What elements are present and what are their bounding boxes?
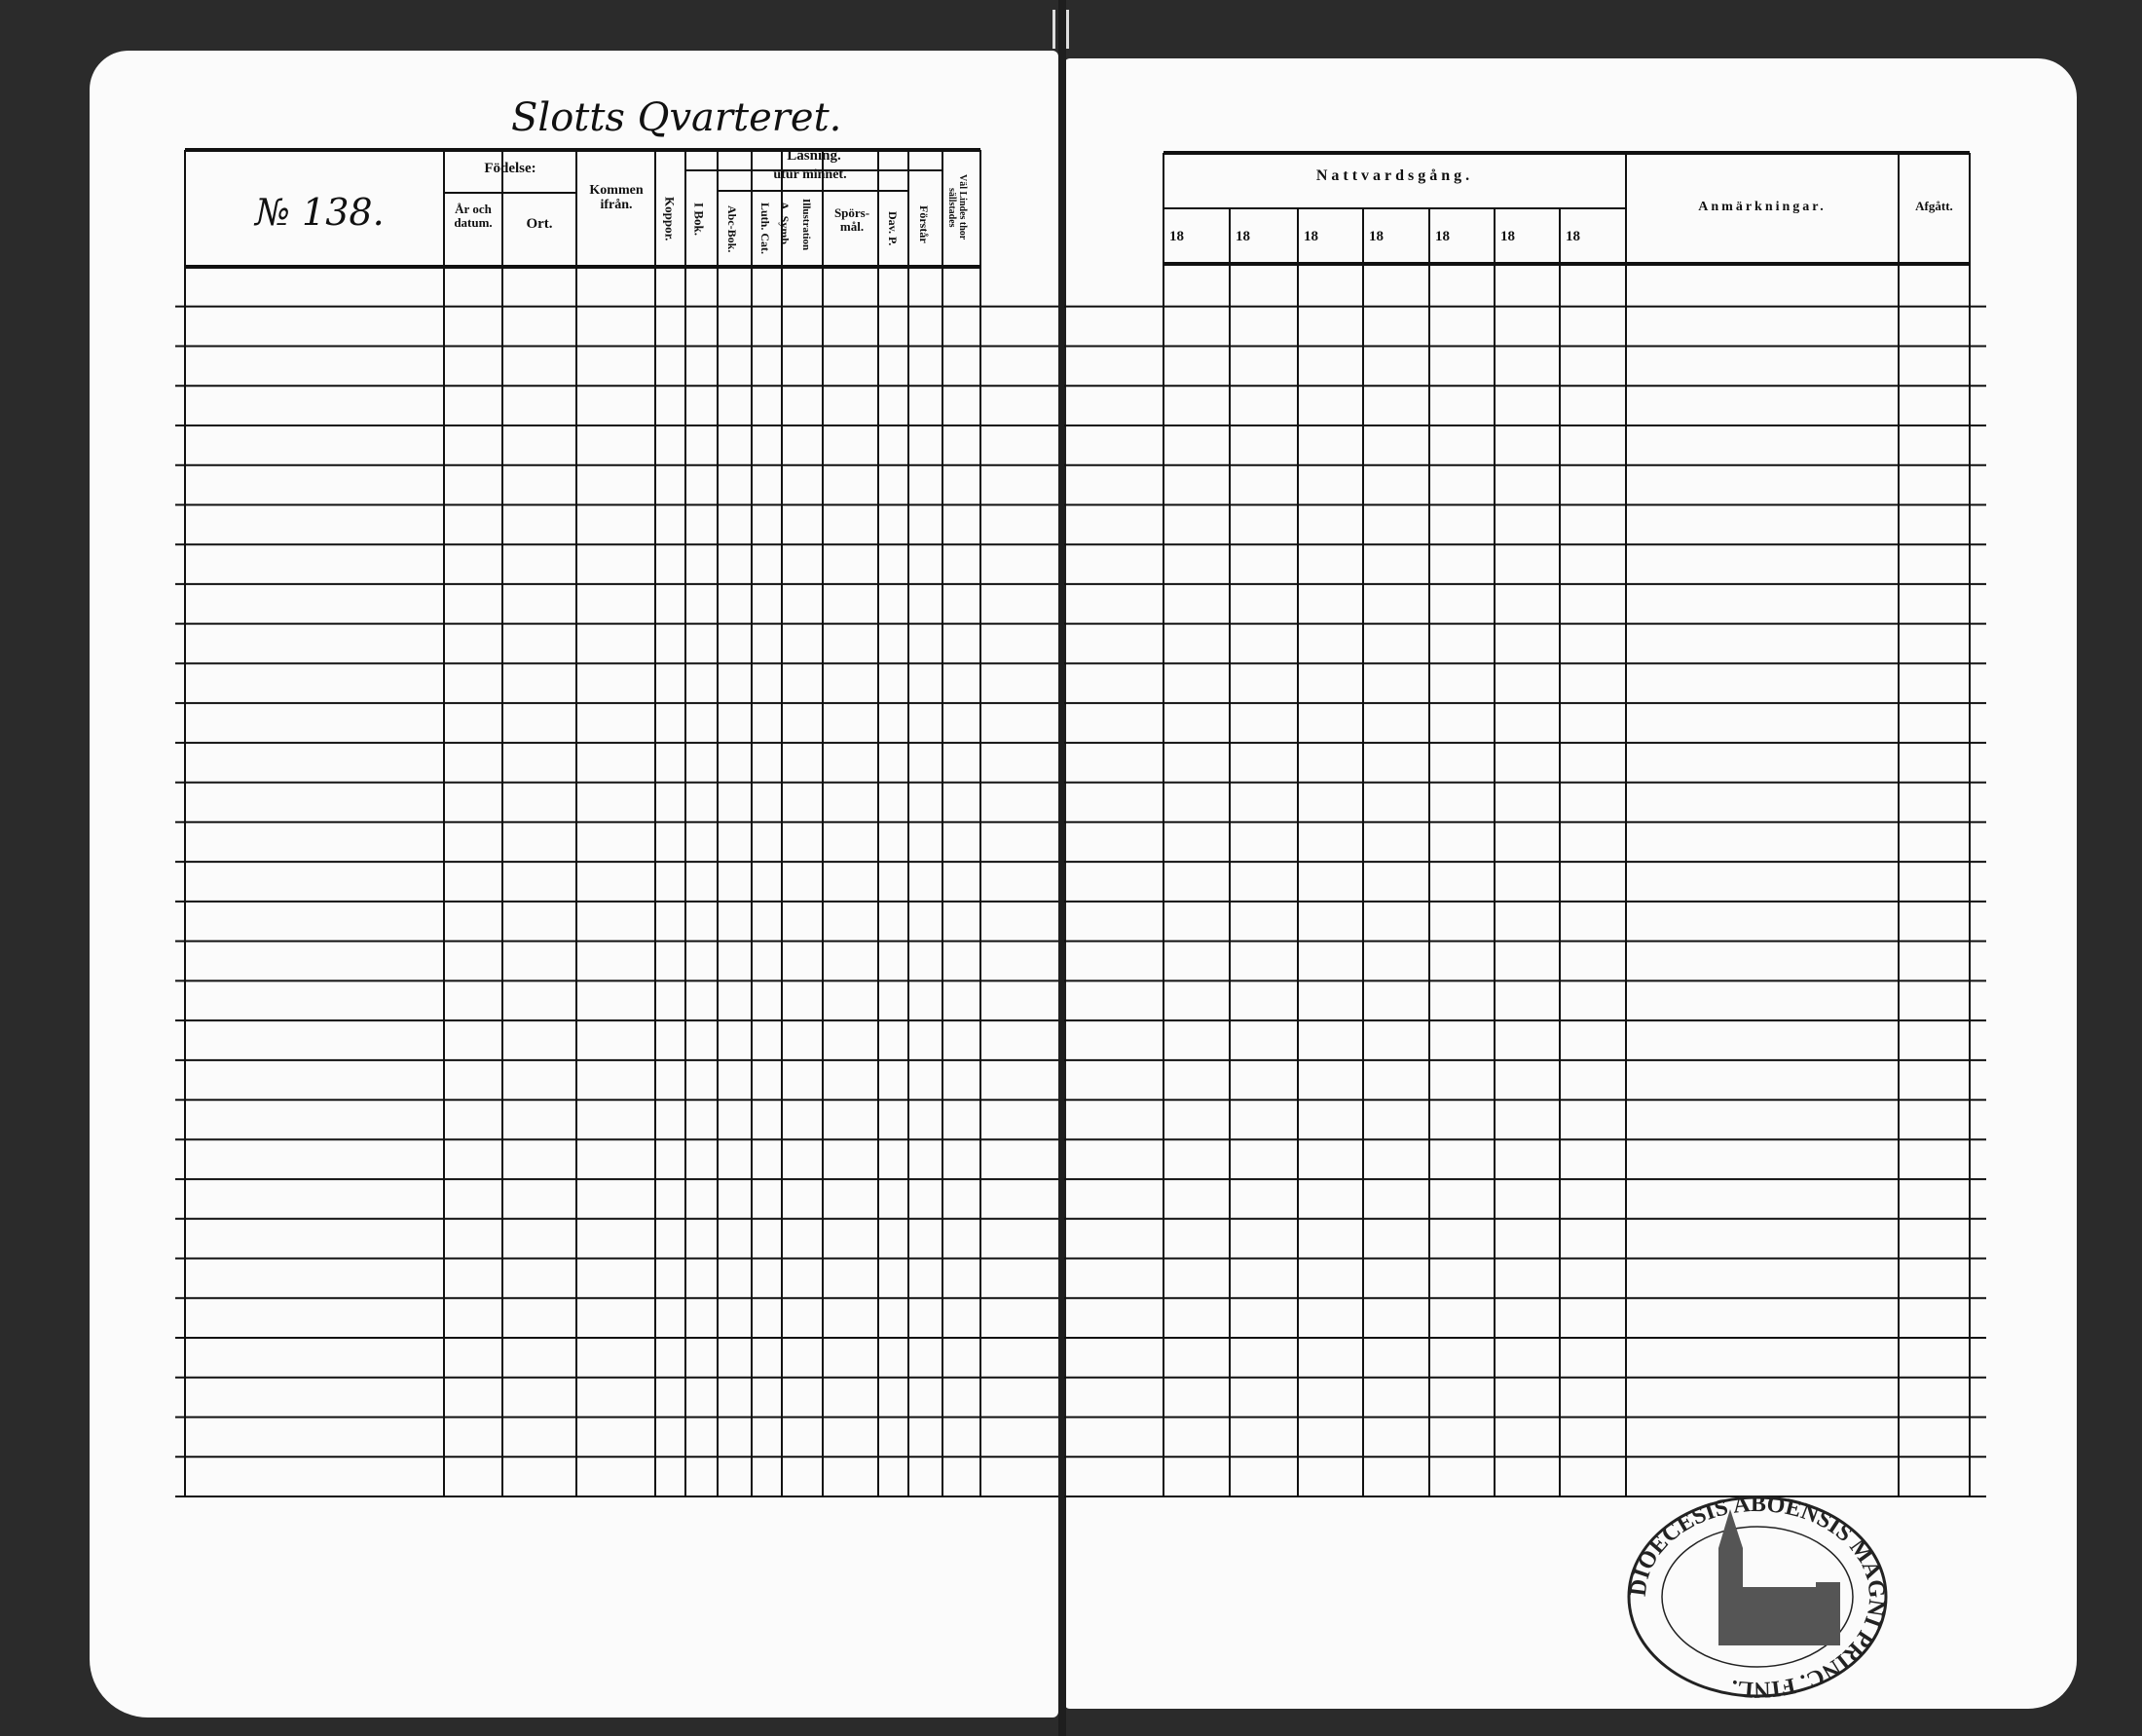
header-year: 18: [1435, 229, 1450, 244]
header-forstar: Förstår: [917, 204, 932, 243]
header-dav-p: Dav. P.: [886, 211, 901, 246]
header-utur-minnet: utur minnet.: [773, 167, 847, 182]
header-anmarkningar: Anmärkningar.: [1698, 200, 1827, 214]
header-year: 18: [1566, 229, 1580, 244]
header-year: 18: [1169, 229, 1184, 244]
header-afgatt: Afgått.: [1915, 199, 1953, 213]
header-sporsmal: Spörs-mål.: [833, 205, 870, 235]
header-lasning: Läsning.: [787, 148, 841, 164]
header-nattvardsgang: Nattvardsgång.: [1315, 167, 1474, 184]
header-kommen-ifran: Kommen ifrån.: [589, 183, 644, 213]
header-a-symb: A. Symb.: [778, 202, 793, 248]
header-year: 18: [1500, 229, 1515, 244]
header-illustration: Illustration: [800, 199, 813, 251]
header-abc-bok: Abc-Bok.: [725, 204, 740, 253]
header-ort: Ort.: [526, 216, 553, 232]
header-year: 18: [1304, 229, 1318, 244]
house-number: № 138.: [255, 191, 385, 234]
header-ar-och-datum: År och datum.: [454, 202, 493, 231]
district-heading: Slotts Qvarteret.: [511, 95, 842, 140]
diocese-seal-stamp: DIOECESIS ABOENSIS MAGNI PRINC. FINL.: [1626, 1492, 1890, 1702]
header-luth-cat: Luth. Cat.: [758, 203, 773, 255]
header-koppor: Koppor.: [662, 197, 678, 241]
right-page: [1064, 58, 2077, 1709]
book-gutter: [1053, 0, 1069, 1736]
cathedral-icon: [1718, 1509, 1840, 1645]
header-val-ledes-thor: Väl Lindes thor sällstades: [946, 174, 968, 240]
header-fodelse: Födelse:: [484, 161, 536, 176]
header-i-bok: I Bok.: [691, 203, 707, 236]
left-page: [90, 51, 1058, 1718]
header-year: 18: [1369, 229, 1384, 244]
header-year: 18: [1236, 229, 1250, 244]
